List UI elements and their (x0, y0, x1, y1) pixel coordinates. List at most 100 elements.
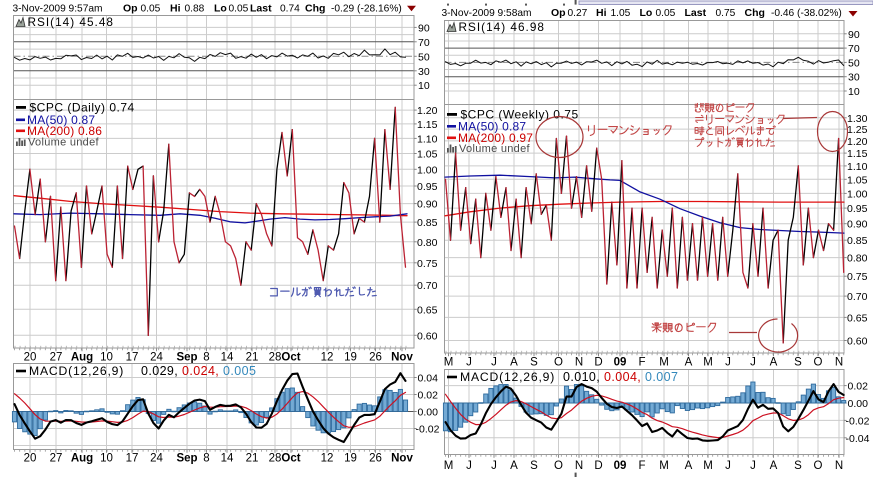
svg-text:S: S (530, 357, 538, 369)
svg-text:-0.46 (-38.02%): -0.46 (-38.02%) (771, 8, 842, 19)
svg-text:MA(50) 0.87: MA(50) 0.87 (27, 113, 95, 127)
svg-text:A: A (770, 460, 778, 472)
svg-text:Hi: Hi (170, 3, 181, 15)
svg-text:Chg: Chg (305, 3, 325, 15)
svg-text:Aug: Aug (71, 453, 93, 465)
svg-text:0.90: 0.90 (847, 219, 868, 231)
svg-text:3-Nov-2009 9:58am: 3-Nov-2009 9:58am (442, 8, 532, 19)
svg-text:26: 26 (369, 352, 382, 364)
svg-text:-0.04: -0.04 (846, 433, 870, 445)
svg-text:RSI(14) 45.48: RSI(14) 45.48 (28, 15, 114, 29)
svg-text:09: 09 (614, 460, 627, 472)
svg-text:8: 8 (203, 352, 209, 364)
svg-text:12: 12 (321, 453, 334, 465)
svg-text:MACD(12,26,9): MACD(12,26,9) (460, 370, 555, 384)
svg-text:10: 10 (100, 453, 113, 465)
svg-text:MA(200) 0.86: MA(200) 0.86 (27, 124, 102, 138)
svg-text:1.00: 1.00 (847, 188, 868, 200)
svg-text:20: 20 (24, 352, 37, 364)
svg-text:Last: Last (250, 3, 272, 15)
svg-text:J: J (466, 357, 472, 369)
svg-text:0.05: 0.05 (141, 4, 161, 15)
svg-text:0.27: 0.27 (568, 8, 588, 19)
svg-text:M: M (703, 460, 713, 472)
svg-text:Volume undef: Volume undef (28, 137, 100, 149)
svg-text:0.00: 0.00 (848, 398, 869, 410)
svg-text:14: 14 (221, 453, 234, 465)
svg-text:14: 14 (221, 352, 234, 364)
svg-text:A: A (770, 357, 778, 369)
svg-text:0.95: 0.95 (417, 181, 438, 193)
svg-text:S: S (794, 357, 802, 369)
svg-text:17: 17 (126, 453, 139, 465)
svg-text:0.85: 0.85 (417, 217, 438, 229)
svg-text:MA(50) 0.87: MA(50) 0.87 (458, 120, 526, 134)
svg-text:O: O (554, 460, 563, 472)
svg-text:26: 26 (369, 453, 382, 465)
svg-text:F: F (638, 357, 645, 369)
svg-text:50: 50 (418, 51, 430, 63)
svg-text:21: 21 (246, 453, 259, 465)
svg-text:0.029, 0.024, 0.005: 0.029, 0.024, 0.005 (141, 364, 256, 378)
svg-text:0.74: 0.74 (280, 4, 300, 15)
svg-text:A: A (685, 357, 693, 369)
svg-text:1.05: 1.05 (417, 148, 438, 160)
svg-text:N: N (835, 357, 843, 369)
svg-text:Op: Op (123, 3, 138, 15)
svg-text:1.20: 1.20 (847, 136, 868, 148)
svg-text:27: 27 (50, 352, 63, 364)
svg-text:Sep: Sep (176, 352, 197, 364)
svg-text:Sep: Sep (176, 453, 197, 465)
svg-text:Nov: Nov (391, 352, 413, 364)
svg-text:O: O (814, 357, 823, 369)
svg-text:M: M (703, 357, 713, 369)
svg-text:20: 20 (24, 453, 37, 465)
svg-text:0.88: 0.88 (185, 4, 205, 15)
svg-text:Oct: Oct (281, 352, 300, 364)
svg-text:J: J (725, 357, 731, 369)
svg-text:Op: Op (551, 7, 566, 19)
svg-text:0.60: 0.60 (417, 330, 438, 342)
svg-text:M: M (659, 357, 669, 369)
svg-text:MA(200) 0.97: MA(200) 0.97 (458, 131, 533, 145)
svg-text:0.80: 0.80 (847, 253, 868, 265)
svg-text:0.65: 0.65 (847, 312, 868, 324)
svg-text:N: N (575, 460, 583, 472)
svg-text:0.05: 0.05 (229, 4, 249, 15)
svg-text:0.80: 0.80 (417, 237, 438, 249)
svg-text:J: J (491, 460, 497, 472)
svg-text:$CPC (Daily) 0.74: $CPC (Daily) 0.74 (30, 101, 135, 115)
svg-text:70: 70 (848, 43, 860, 55)
svg-text:0.95: 0.95 (847, 203, 868, 215)
svg-text:1.00: 1.00 (417, 164, 438, 176)
svg-text:09: 09 (614, 357, 627, 369)
svg-text:0.65: 0.65 (417, 304, 438, 316)
svg-text:A: A (510, 460, 518, 472)
svg-text:J: J (491, 357, 497, 369)
svg-text:1.10: 1.10 (417, 133, 438, 145)
svg-text:0.60: 0.60 (847, 335, 868, 347)
svg-text:N: N (835, 460, 843, 472)
svg-text:1.30: 1.30 (847, 113, 868, 125)
svg-text:D: D (594, 460, 602, 472)
svg-text:Volume undef: Volume undef (459, 143, 531, 155)
svg-text:24: 24 (150, 453, 163, 465)
svg-text:28: 28 (269, 352, 282, 364)
svg-text:24: 24 (150, 352, 163, 364)
svg-text:0.70: 0.70 (847, 291, 868, 303)
svg-text:1.25: 1.25 (847, 124, 868, 136)
svg-text:A: A (510, 357, 518, 369)
svg-text:1.10: 1.10 (847, 161, 868, 173)
svg-text:27: 27 (50, 453, 63, 465)
svg-text:M: M (444, 460, 454, 472)
svg-text:D: D (594, 357, 602, 369)
svg-text:12: 12 (321, 352, 334, 364)
svg-text:0.75: 0.75 (847, 271, 868, 283)
svg-text:0.70: 0.70 (417, 280, 438, 292)
svg-text:O: O (554, 357, 563, 369)
svg-text:21: 21 (246, 352, 259, 364)
svg-text:0.010, 0.004, 0.007: 0.010, 0.004, 0.007 (563, 370, 678, 384)
svg-text:0.04: 0.04 (418, 373, 439, 385)
svg-text:0.02: 0.02 (848, 381, 869, 393)
svg-text:N: N (575, 357, 583, 369)
